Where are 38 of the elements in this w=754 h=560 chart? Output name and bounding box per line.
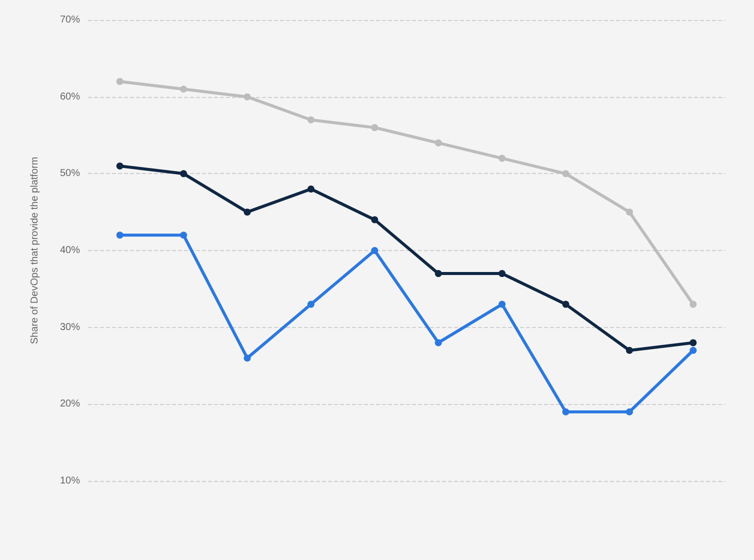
point xyxy=(244,93,251,100)
point xyxy=(626,408,633,416)
y-tick-label: 20% xyxy=(60,398,80,410)
point xyxy=(498,154,506,162)
point xyxy=(626,346,633,354)
point xyxy=(434,270,442,278)
point xyxy=(116,78,124,85)
point xyxy=(180,232,188,239)
point xyxy=(371,124,378,132)
y-axis-title: Share of DevOps that provide the platform xyxy=(30,156,40,344)
point xyxy=(116,162,124,170)
point xyxy=(371,216,378,224)
point xyxy=(562,300,570,308)
point xyxy=(498,270,506,278)
point xyxy=(498,300,506,308)
y-tick-label: 50% xyxy=(60,168,80,180)
point xyxy=(244,208,251,216)
point xyxy=(180,86,188,93)
y-tick-label: 40% xyxy=(60,245,80,256)
point xyxy=(434,339,442,346)
point xyxy=(180,170,188,178)
point xyxy=(562,408,570,416)
point xyxy=(307,116,314,124)
point xyxy=(434,139,442,146)
y-tick-label: 10% xyxy=(60,476,80,486)
point xyxy=(562,170,570,178)
point xyxy=(690,300,697,308)
y-tick-label: 70% xyxy=(60,14,80,26)
point xyxy=(116,232,124,239)
point xyxy=(626,208,633,216)
point xyxy=(307,186,314,193)
point xyxy=(690,339,697,346)
point xyxy=(690,346,697,354)
point xyxy=(307,300,314,308)
y-tick-label: 30% xyxy=(60,322,80,333)
y-tick-label: 60% xyxy=(60,91,80,102)
point xyxy=(371,247,378,254)
point xyxy=(244,354,251,362)
